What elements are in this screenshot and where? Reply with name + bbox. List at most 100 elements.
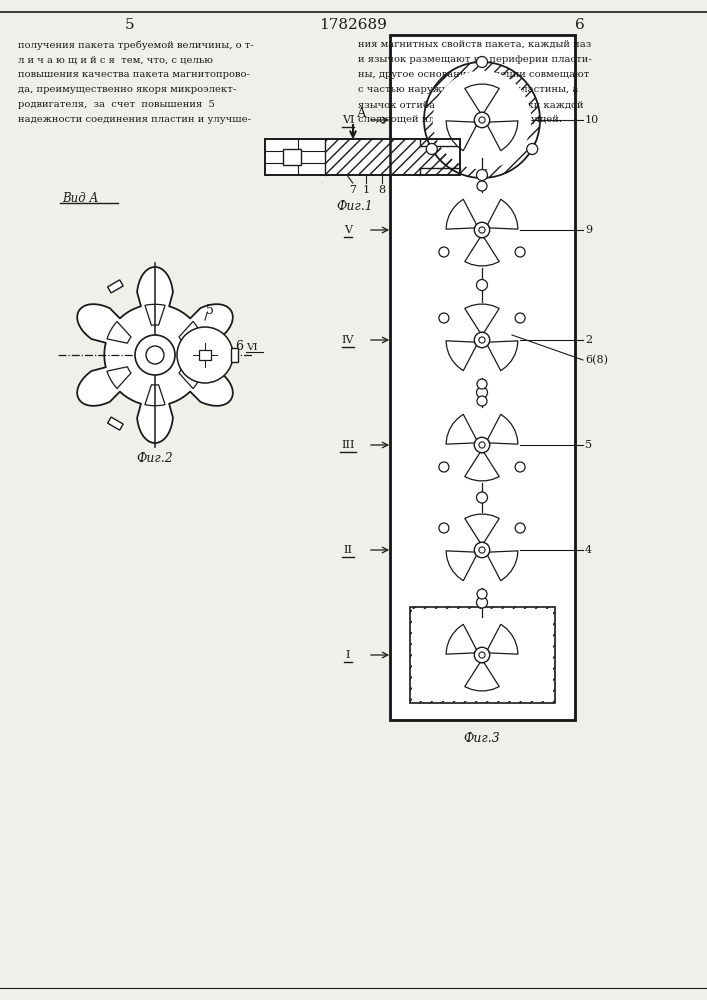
Circle shape <box>527 143 538 154</box>
Text: 6(8): 6(8) <box>585 355 608 365</box>
Text: А: А <box>357 107 366 120</box>
Circle shape <box>479 227 485 233</box>
Text: да, преимущественно якоря микроэлект-: да, преимущественно якоря микроэлект- <box>18 85 236 94</box>
Bar <box>283 149 301 165</box>
Circle shape <box>477 387 488 398</box>
Text: IV: IV <box>341 335 354 345</box>
Circle shape <box>146 346 164 364</box>
Text: III: III <box>341 440 355 450</box>
Bar <box>410 607 555 703</box>
Circle shape <box>515 247 525 257</box>
Circle shape <box>439 313 449 323</box>
Polygon shape <box>446 121 477 151</box>
Polygon shape <box>488 624 518 654</box>
Text: Фиг.2: Фиг.2 <box>136 452 173 465</box>
Circle shape <box>439 462 449 472</box>
Circle shape <box>479 547 485 553</box>
Polygon shape <box>107 367 131 389</box>
Polygon shape <box>488 199 518 229</box>
Text: I: I <box>346 650 350 660</box>
Text: ния магнитных свойств пакета, каждый паз: ния магнитных свойств пакета, каждый паз <box>358 40 591 49</box>
Text: язычок отгибают после установки каждой: язычок отгибают после установки каждой <box>358 100 583 109</box>
Text: Фиг.3: Фиг.3 <box>464 732 501 745</box>
Bar <box>412 609 553 701</box>
Bar <box>265 139 460 175</box>
Circle shape <box>477 379 487 389</box>
Circle shape <box>477 589 487 599</box>
Text: л и ч а ю щ и й с я  тем, что, с целью: л и ч а ю щ и й с я тем, что, с целью <box>18 55 213 64</box>
Polygon shape <box>446 341 477 371</box>
Circle shape <box>426 143 437 154</box>
Bar <box>390 35 575 720</box>
Text: следующей пластины на предыдущей.: следующей пластины на предыдущей. <box>358 115 562 124</box>
Polygon shape <box>179 321 203 343</box>
Text: получения пакета требуемой величины, о т-: получения пакета требуемой величины, о т… <box>18 40 254 49</box>
Circle shape <box>515 462 525 472</box>
Circle shape <box>474 112 490 128</box>
Text: с частью наружного контура пластины, а: с частью наружного контура пластины, а <box>358 85 578 94</box>
Bar <box>390 35 575 720</box>
Polygon shape <box>488 414 518 444</box>
Polygon shape <box>77 267 233 443</box>
Polygon shape <box>488 551 518 581</box>
Polygon shape <box>446 551 477 581</box>
Text: родвигателя,  за  счет  повышения  5: родвигателя, за счет повышения 5 <box>18 100 215 109</box>
Circle shape <box>477 56 488 68</box>
Circle shape <box>477 396 487 406</box>
Polygon shape <box>446 414 477 444</box>
Circle shape <box>135 335 175 375</box>
Text: 5: 5 <box>206 304 214 316</box>
Text: V: V <box>344 225 352 235</box>
Circle shape <box>439 247 449 257</box>
Circle shape <box>474 332 490 348</box>
Circle shape <box>479 337 485 343</box>
Circle shape <box>515 313 525 323</box>
Circle shape <box>474 437 490 453</box>
Bar <box>199 350 211 360</box>
Text: 5: 5 <box>125 18 135 32</box>
Text: Вид А: Вид А <box>62 192 98 205</box>
Polygon shape <box>446 199 477 229</box>
Polygon shape <box>179 367 203 389</box>
Bar <box>265 139 460 175</box>
Polygon shape <box>488 341 518 371</box>
Polygon shape <box>107 280 123 293</box>
Text: II: II <box>344 545 353 555</box>
Text: 1: 1 <box>363 185 370 195</box>
Text: 6: 6 <box>575 18 585 32</box>
Circle shape <box>177 327 233 383</box>
Polygon shape <box>145 304 165 325</box>
Circle shape <box>477 492 488 503</box>
Circle shape <box>477 279 488 290</box>
Text: 9: 9 <box>585 225 592 235</box>
Bar <box>325 139 460 175</box>
Circle shape <box>479 117 485 123</box>
Polygon shape <box>464 304 499 333</box>
Text: ны, другое основание трапеции совмещают: ны, другое основание трапеции совмещают <box>358 70 590 79</box>
Text: и язычок размещают на периферии пласти-: и язычок размещают на периферии пласти- <box>358 55 592 64</box>
Text: 6: 6 <box>235 340 243 354</box>
Circle shape <box>474 542 490 558</box>
Polygon shape <box>464 662 499 691</box>
Circle shape <box>479 442 485 448</box>
Circle shape <box>479 652 485 658</box>
Circle shape <box>474 647 490 663</box>
Text: 5: 5 <box>585 440 592 450</box>
Circle shape <box>477 181 487 191</box>
Circle shape <box>474 222 490 238</box>
Text: повышения качества пакета магнитопрово-: повышения качества пакета магнитопрово- <box>18 70 250 79</box>
Circle shape <box>433 71 531 169</box>
Text: VI: VI <box>246 342 257 352</box>
Text: 6: 6 <box>466 150 474 163</box>
Polygon shape <box>464 514 499 543</box>
Text: 2: 2 <box>585 335 592 345</box>
Circle shape <box>477 597 488 608</box>
Circle shape <box>515 523 525 533</box>
Text: 1782689: 1782689 <box>319 18 387 32</box>
Polygon shape <box>107 417 123 430</box>
Text: 10: 10 <box>585 115 600 125</box>
Text: VI: VI <box>341 115 354 125</box>
Text: надежности соединения пластин и улучше-: надежности соединения пластин и улучше- <box>18 115 251 124</box>
Polygon shape <box>230 348 238 362</box>
Polygon shape <box>107 321 131 343</box>
